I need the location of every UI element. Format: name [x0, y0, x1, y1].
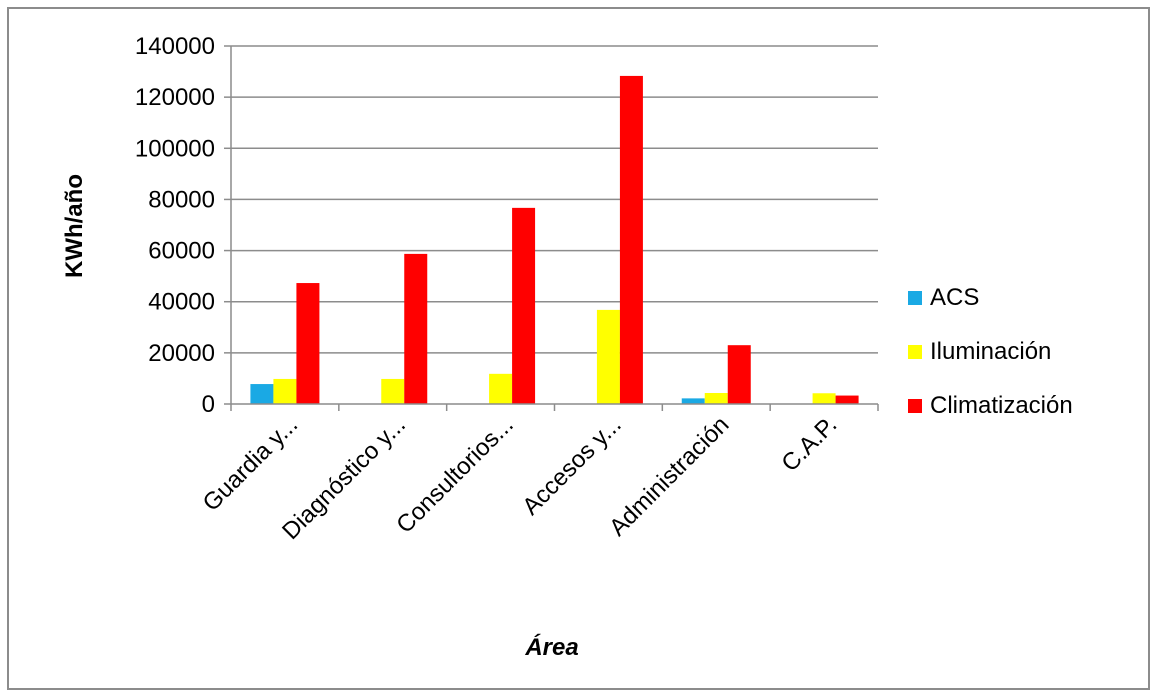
legend-label: Iluminación	[930, 338, 1051, 365]
bar-climatizaci-n	[619, 75, 643, 404]
x-tick-label: Accesos y...	[517, 411, 626, 520]
y-tick-label: 120000	[135, 84, 215, 111]
bar-acs	[250, 384, 274, 404]
bar-iluminaci-n	[489, 373, 513, 404]
legend: ACS Iluminación Climatización	[908, 284, 1073, 419]
bar-acs	[681, 398, 705, 404]
bar-climatizaci-n	[727, 345, 751, 404]
bar-iluminaci-n	[596, 309, 620, 404]
y-tick-label: 0	[202, 391, 215, 418]
bar-iluminaci-n	[273, 378, 297, 404]
y-tick-label: 20000	[148, 340, 215, 367]
y-tick-label: 140000	[135, 33, 215, 60]
bar-iluminaci-n	[704, 393, 728, 404]
x-tick-label: C.A.P.	[776, 411, 842, 477]
bars	[250, 75, 859, 404]
bar-climatizaci-n	[512, 207, 536, 404]
y-tick-label: 60000	[148, 238, 215, 265]
y-tick-label: 80000	[148, 186, 215, 213]
x-tick-labels: Guardia y...Diagnóstico y...Consultorios…	[198, 411, 843, 545]
legend-swatch	[908, 291, 922, 305]
bar-climatizaci-n	[296, 283, 320, 404]
y-tick-labels: 140000 120000 100000 80000 60000 40000 20000 0	[135, 33, 215, 418]
y-axis-title: KWh/año	[61, 174, 88, 278]
legend-swatch	[908, 399, 922, 413]
axes	[230, 46, 879, 411]
x-axis-title: Área	[524, 633, 578, 661]
legend-label: ACS	[930, 284, 979, 311]
legend-swatch	[908, 345, 922, 359]
bar-climatizaci-n	[835, 395, 859, 404]
x-tick-label: Guardia y...	[198, 411, 304, 517]
bar-iluminaci-n	[812, 393, 836, 404]
gridlines	[224, 45, 878, 405]
y-tick-label: 100000	[135, 135, 215, 162]
bar-climatizaci-n	[404, 253, 428, 404]
bar-iluminaci-n	[381, 378, 405, 404]
legend-label: Climatización	[930, 392, 1073, 419]
chart-frame	[7, 7, 1150, 690]
y-tick-label: 40000	[148, 289, 215, 316]
